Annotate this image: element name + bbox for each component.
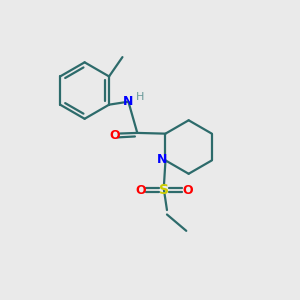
Text: N: N xyxy=(157,153,168,166)
Text: N: N xyxy=(123,95,134,108)
Text: O: O xyxy=(109,129,120,142)
Text: S: S xyxy=(159,183,169,197)
Text: O: O xyxy=(135,184,146,196)
Text: H: H xyxy=(136,92,144,102)
Text: O: O xyxy=(182,184,193,196)
